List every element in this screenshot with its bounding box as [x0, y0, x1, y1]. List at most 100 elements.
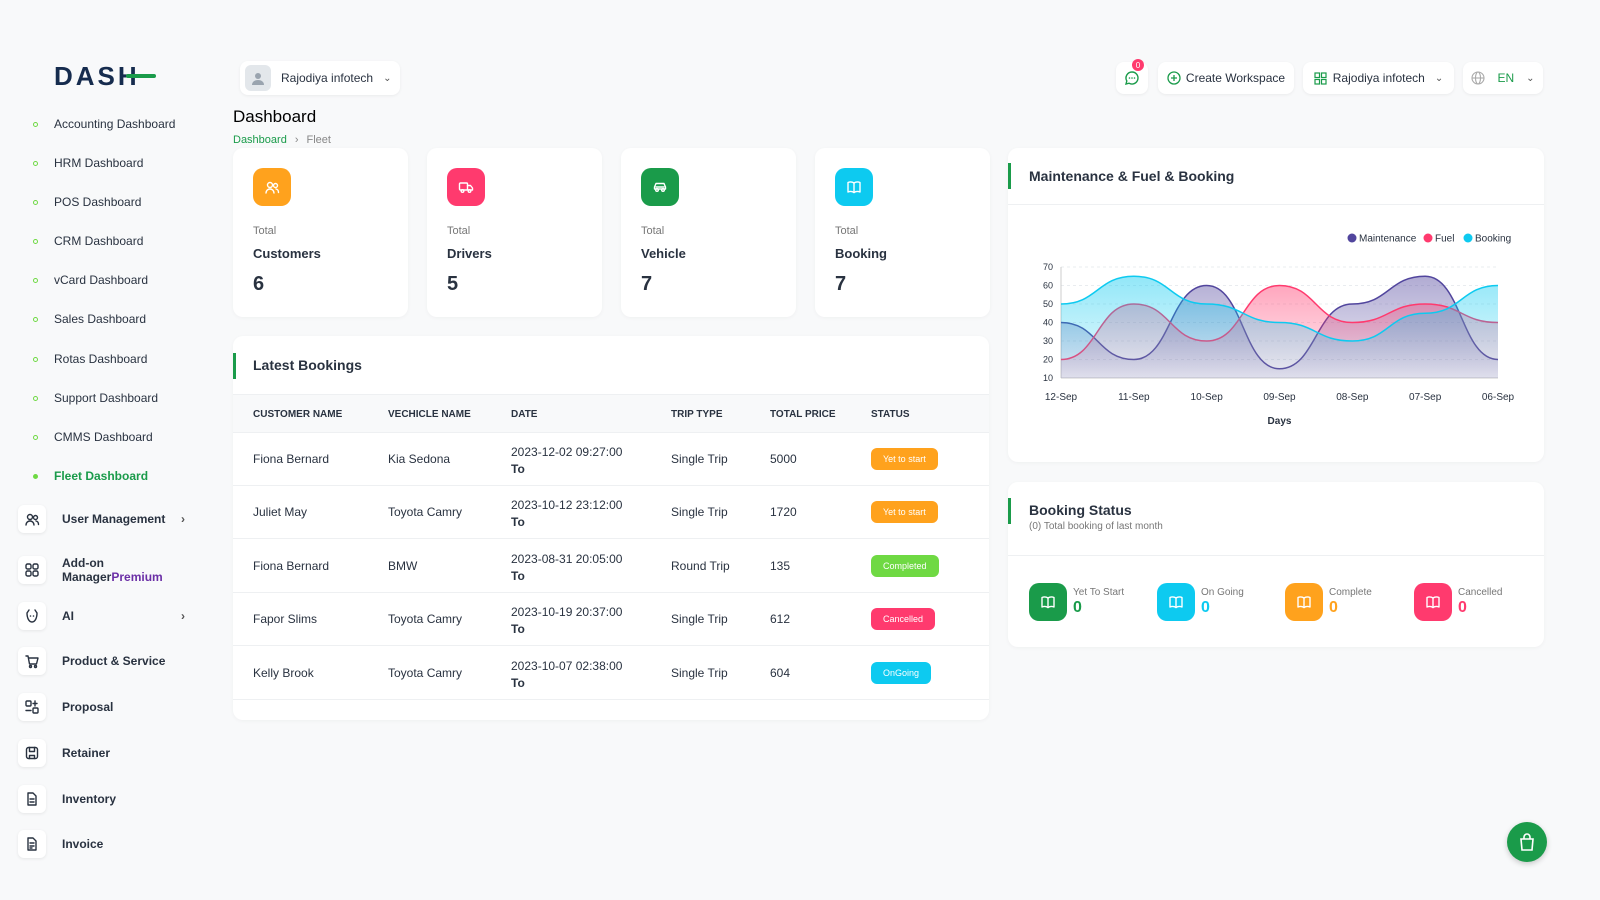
total-price: 1720: [770, 505, 797, 520]
customer-name: Fiona Bernard: [253, 558, 330, 573]
dash-logo[interactable]: DASH: [54, 62, 158, 90]
date-to: To: [511, 622, 525, 637]
stat-value: 5: [447, 273, 459, 295]
chevron-down-icon: ⌄: [383, 72, 392, 84]
car-icon: [641, 168, 679, 206]
chevron-right-icon: ›: [181, 609, 185, 623]
table-row[interactable]: Fiona Bernard BMW 2023-08-31 20:05:00 To Rou…: [233, 540, 989, 593]
bullet-icon: [33, 238, 38, 244]
card-title: Latest Bookings: [253, 357, 362, 373]
company-selector[interactable]: Rajodiya infotech ⌄: [1303, 62, 1454, 94]
status-value: 0: [1329, 599, 1338, 616]
breadcrumb-current: Fleet: [306, 134, 331, 146]
x-tick-label: 07-Sep: [1409, 392, 1442, 403]
sidebar-item-accounting-dashboard[interactable]: Accounting Dashboard: [30, 113, 210, 135]
sidebar-item-label: Add-on Manager: [62, 556, 112, 584]
breadcrumb-dashboard[interactable]: Dashboard: [233, 134, 287, 146]
sidebar-item-crm-dashboard[interactable]: CRM Dashboard: [30, 230, 210, 252]
date-value: 2023-08-31 20:05:00: [511, 551, 623, 566]
status-badge: Yet to start: [871, 501, 938, 524]
sidebar-item-label: Proposal: [62, 700, 114, 714]
create-workspace-label: Create Workspace: [1185, 71, 1286, 85]
language-selector[interactable]: EN ⌄: [1463, 62, 1543, 94]
total-price: 604: [770, 665, 791, 680]
table-row[interactable]: Juliet May Toyota Camry 2023-10-12 23:12:0…: [233, 486, 989, 540]
booking-status-text: On Going 0: [1201, 587, 1244, 617]
sidebar-item-ai[interactable]: AI ›: [18, 601, 193, 631]
sidebar-item-rotas-dashboard[interactable]: Rotas Dashboard: [30, 348, 210, 370]
sidebar-item-label: CMMS Dashboard: [54, 430, 153, 444]
bullet-icon: [33, 473, 38, 479]
status-label: Cancelled: [1458, 587, 1503, 598]
trip-type: Single Trip: [671, 612, 728, 627]
x-tick-label: 06-Sep: [1482, 392, 1515, 403]
x-tick-label: 10-Sep: [1191, 392, 1224, 403]
stat-card-booking: Total Booking 7: [815, 148, 990, 317]
proposal-icon: [18, 693, 46, 721]
sidebar-item-product-service[interactable]: Product & Service: [18, 646, 193, 676]
sidebar-item-support-dashboard[interactable]: Support Dashboard: [30, 387, 210, 409]
sidebar-item-pos-dashboard[interactable]: POS Dashboard: [30, 191, 210, 213]
sidebar-item-fleet-dashboard[interactable]: Fleet Dashboard: [30, 465, 210, 487]
file-icon: [18, 785, 46, 813]
booking-date: 2023-08-31 20:05:00 To: [511, 551, 622, 585]
total-price: 612: [770, 612, 791, 627]
sidebar-item-label: User Management: [62, 512, 166, 526]
page-title: Dashboard: [233, 107, 317, 126]
table-row[interactable]: Kelly Brook Toyota Camry 2023-10-07 02:38:…: [233, 647, 989, 700]
sidebar-item-label: Product & Service: [62, 654, 166, 668]
addon-text: Add-on ManagerPremium: [62, 556, 193, 584]
sidebar-item-label: POS Dashboard: [54, 195, 142, 209]
sidebar-item-user-management[interactable]: User Management ›: [18, 504, 193, 534]
booking-status-text: Yet To Start 0: [1073, 587, 1124, 617]
y-tick-label: 70: [1043, 262, 1053, 272]
date-to: To: [511, 568, 525, 583]
date-value: 2023-12-02 09:27:00: [511, 445, 623, 459]
sidebar-item-cmms-dashboard[interactable]: CMMS Dashboard: [30, 426, 210, 448]
users-icon: [253, 168, 291, 206]
sidebar-item-inventory[interactable]: Inventory: [18, 784, 193, 814]
customer-name: Fiona Bernard: [253, 452, 330, 466]
bullet-icon: [33, 160, 38, 166]
users-icon: [18, 505, 46, 533]
sidebar-item-retainer[interactable]: Retainer: [18, 738, 193, 768]
status-badge: OnGoing: [871, 661, 932, 684]
sidebar-item-label: Fleet Dashboard: [54, 469, 149, 483]
area-chart: 10 20 30 40 50 60 70 12-Sep 11-Sep 10-Sep 09-Sep 08…: [1043, 233, 1515, 427]
table-row[interactable]: Fiona Bernard Kia Sedona 2023-12-02 09:27:…: [233, 433, 989, 486]
sidebar-item-hrm-dashboard[interactable]: HRM Dashboard: [30, 152, 210, 174]
x-tick-label: 11-Sep: [1118, 392, 1150, 403]
sidebar-item-sales-dashboard[interactable]: Sales Dashboard: [30, 308, 210, 330]
bullet-icon: [33, 395, 38, 401]
status-label: Complete: [1329, 587, 1372, 598]
x-tick-label: 09-Sep: [1263, 392, 1296, 403]
table-row[interactable]: Fapor Slims Toyota Camry 2023-10-19 20:37:…: [233, 593, 989, 647]
chevron-down-icon: ⌄: [1526, 72, 1535, 84]
create-workspace-button[interactable]: Create Workspace: [1158, 62, 1294, 94]
sidebar-item-label: Accounting Dashboard: [54, 117, 176, 131]
y-tick-label: 30: [1043, 336, 1053, 346]
divider: [1008, 204, 1544, 205]
chat-icon: [1125, 71, 1139, 85]
stat-caption: Total: [447, 225, 471, 237]
sidebar-item-invoice[interactable]: Invoice: [18, 829, 193, 859]
cart-fab-button[interactable]: [1507, 822, 1547, 862]
truck-icon: [447, 168, 485, 206]
column-header: DATE: [511, 409, 538, 420]
sidebar-item-vcard-dashboard[interactable]: vCard Dashboard: [30, 269, 210, 291]
latest-bookings-card: Latest Bookings CUSTOMER NAME VECHICLE N…: [233, 336, 989, 720]
stat-label: Vehicle: [641, 246, 686, 261]
vehicle-name: Kia Sedona: [388, 452, 451, 466]
cart-icon: [18, 647, 46, 675]
x-tick-label: 08-Sep: [1336, 392, 1369, 403]
vehicle-name: Toyota Camry: [388, 612, 463, 627]
booking-date: 2023-10-12 23:12:00 To: [511, 497, 622, 531]
date-to: To: [511, 675, 525, 690]
stat-label: Booking: [835, 246, 887, 261]
booking-status-text: Complete 0: [1329, 587, 1372, 617]
workspace-selector[interactable]: Rajodiya infotech ⌄: [240, 61, 400, 95]
notification-button[interactable]: 0: [1116, 59, 1148, 94]
customer-name: Fapor Slims: [253, 612, 318, 627]
sidebar-item-proposal[interactable]: Proposal: [18, 692, 193, 722]
sidebar-item-add-on-manager[interactable]: Add-on ManagerPremium: [18, 553, 193, 587]
